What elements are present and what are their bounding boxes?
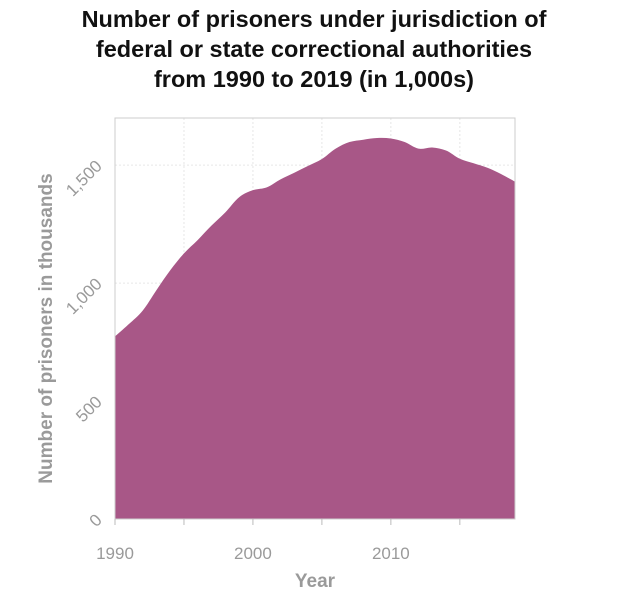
chart-title-line: from 1990 to 2019 (in 1,000s) [153,66,474,92]
y-tick-label: 0 [86,510,106,530]
x-tick-label: 2000 [234,544,272,563]
y-tick-label: 500 [72,392,105,425]
chart-title-line: Number of prisoners under jurisdiction o… [81,6,547,32]
y-axis-ticks: 0 500 1,000 1,500 [62,157,106,531]
plot-frame [114,117,516,520]
y-axis-title: Number of prisoners in thousands [36,173,57,483]
area-series-layer [115,137,515,519]
x-tick-label: 1990 [96,544,134,563]
y-tick-label: 1,000 [62,275,106,319]
y-tick-label: 1,500 [62,157,106,201]
chart-title: Number of prisoners under jurisdiction o… [0,4,628,94]
x-axis-title: Year [295,571,336,592]
x-axis-ticks: 1990 2000 2010 [96,519,461,563]
x-tick-label: 2010 [372,544,410,563]
chart-title-line: federal or state correctional authoritie… [95,36,533,62]
area-series [115,137,515,519]
